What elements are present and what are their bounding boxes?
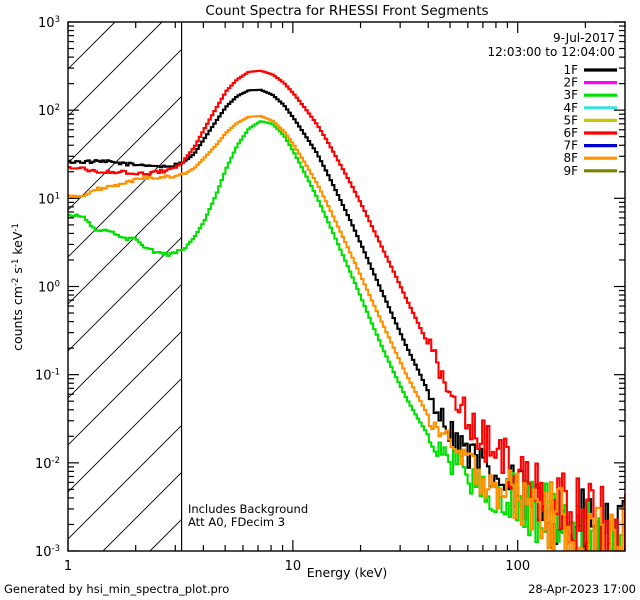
y-label-part-a: counts cm: [10, 286, 25, 351]
y-tick-label: 10-1: [35, 368, 60, 384]
y-label-part-c: keV: [10, 231, 25, 258]
y-tick-label: 101: [38, 191, 60, 207]
svg-text:counts cm-2 s-1 keV-1: counts cm-2 s-1 keV-1: [10, 223, 25, 351]
legend-label-3F: 3F: [563, 88, 578, 102]
y-label-sup-c: -1: [11, 223, 21, 231]
x-axis-ticks: [67, 22, 626, 551]
data-curves: [68, 69, 625, 551]
y-tick-label: 10-2: [35, 456, 60, 472]
y-tick-label: 103: [38, 15, 60, 31]
legend-label-5F: 5F: [563, 113, 578, 127]
y-tick-label: 100: [38, 280, 60, 296]
page-title: Count Spectra for RHESSI Front Segments: [205, 3, 488, 19]
observation-time-range: 12:03:00 to 12:04:00: [488, 45, 615, 59]
y-tick-label: 10-3: [35, 544, 60, 560]
legend-label-8F: 8F: [563, 151, 578, 165]
y-label-sup-a: -2: [11, 278, 21, 286]
y-label-part-b: s: [10, 267, 25, 278]
x-tick-label: 10: [285, 559, 302, 574]
x-axis-label: Energy (keV): [307, 565, 388, 580]
legend-label-4F: 4F: [563, 101, 578, 115]
legend-label-1F: 1F: [563, 63, 578, 77]
y-axis-ticks: [68, 21, 625, 552]
curve-8F: [68, 114, 625, 551]
y-axis-label: counts cm-2 s-1 keV-1: [10, 223, 25, 351]
annotation-includes-background: Includes Background: [188, 502, 308, 516]
y-axis-tick-labels: 103 102 101 100 10-1 10-2 10-3: [35, 15, 60, 560]
curve-3F: [68, 120, 625, 551]
legend-label-7F: 7F: [563, 139, 578, 153]
legend-label-2F: 2F: [563, 76, 578, 90]
x-axis-tick-labels: 1 10 100: [64, 559, 530, 574]
annotation-attenuator: Att A0, FDecim 3: [188, 515, 285, 529]
footer-generator: Generated by hsi_min_spectra_plot.pro: [4, 582, 229, 596]
y-tick-label: 102: [38, 103, 60, 119]
y-label-sup-b: -1: [11, 259, 21, 267]
x-tick-label: 1: [64, 559, 72, 574]
legend-label-6F: 6F: [563, 126, 578, 140]
observation-date: 9-Jul-2017: [553, 31, 615, 45]
x-tick-label: 100: [505, 559, 530, 574]
footer-date: 28-Apr-2023 17:00: [528, 582, 636, 596]
legend-label-9F: 9F: [563, 164, 578, 178]
